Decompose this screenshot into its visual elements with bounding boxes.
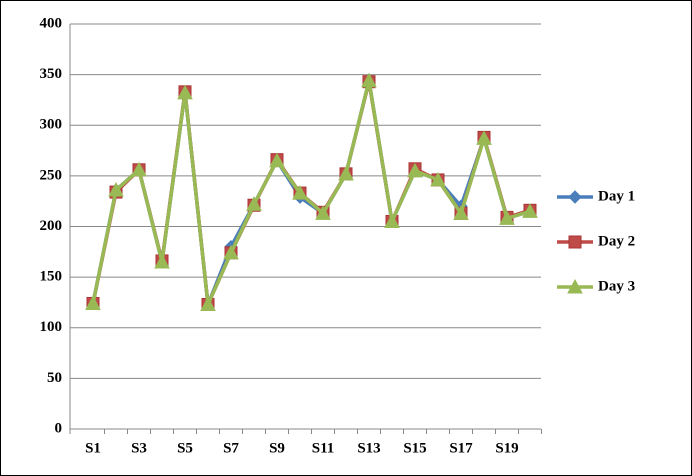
data-point <box>131 161 147 177</box>
data-point <box>108 181 124 197</box>
legend-label: Day 3 <box>598 278 635 294</box>
x-tick-label: S19 <box>495 440 518 456</box>
x-tick-label: S5 <box>177 440 193 456</box>
data-point <box>384 213 400 228</box>
y-tick-label: 100 <box>40 319 63 335</box>
data-point <box>269 152 285 168</box>
x-tick-label: S7 <box>223 440 239 456</box>
data-point <box>246 196 262 211</box>
data-point <box>453 205 469 220</box>
series-line <box>91 78 531 307</box>
data-point <box>476 130 492 145</box>
data-point <box>338 165 354 181</box>
data-point <box>499 210 515 225</box>
y-tick-label: 50 <box>47 370 62 386</box>
legend-marker <box>568 235 582 249</box>
legend-marker <box>568 190 582 204</box>
data-point <box>177 84 193 100</box>
data-point <box>200 296 216 311</box>
legend-label: Day 1 <box>598 188 635 204</box>
x-tick-label: S13 <box>357 440 380 456</box>
data-point <box>361 72 377 88</box>
data-point <box>223 244 239 260</box>
x-tick-label: S17 <box>449 440 473 456</box>
y-tick-label: 250 <box>40 167 63 183</box>
x-tick-label: S3 <box>131 440 147 456</box>
data-point <box>292 185 308 200</box>
y-tick-label: 0 <box>55 420 63 436</box>
data-point <box>315 205 331 220</box>
data-point <box>522 203 538 218</box>
data-point <box>430 171 446 187</box>
y-tick-label: 300 <box>40 117 63 133</box>
data-point <box>85 295 101 310</box>
x-tick-label: S11 <box>312 440 335 456</box>
x-tick-label: S9 <box>269 440 285 456</box>
legend-label: Day 2 <box>598 233 635 249</box>
y-tick-label: 150 <box>40 269 63 285</box>
y-tick-label: 350 <box>40 66 63 82</box>
data-point <box>154 253 170 269</box>
data-point <box>407 162 423 178</box>
legend-marker <box>567 278 583 294</box>
x-tick-label: S1 <box>85 440 101 456</box>
x-tick-label: S15 <box>403 440 426 456</box>
y-tick-label: 400 <box>40 15 63 31</box>
y-tick-label: 200 <box>40 218 63 234</box>
